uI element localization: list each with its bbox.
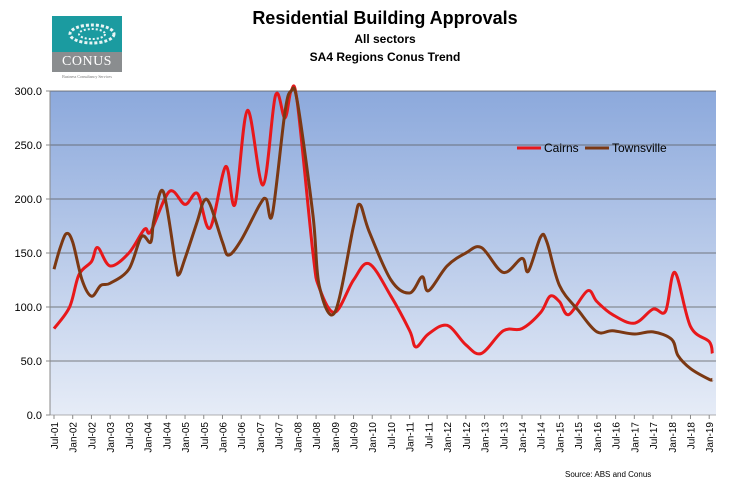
logo-tagline: Business Consultancy Services <box>62 74 112 79</box>
x-tick-label: Jan-04 <box>144 422 155 453</box>
x-tick-label: Jan-05 <box>181 422 192 453</box>
x-tick-label: Jul-07 <box>275 422 286 450</box>
chart-title: Residential Building Approvals <box>252 8 518 28</box>
y-tick-label: 0.0 <box>27 410 42 422</box>
x-tick-label: Jul-10 <box>387 422 398 450</box>
x-tick-label: Jul-18 <box>686 422 697 450</box>
logo-name: CONUS <box>52 52 122 72</box>
y-tick-label: 150.0 <box>14 248 42 260</box>
x-tick-label: Jul-09 <box>350 422 361 450</box>
x-tick-label: Jan-16 <box>593 422 604 453</box>
source-note: Source: ABS and Conus <box>565 470 652 479</box>
x-tick-label: Jul-16 <box>612 422 623 450</box>
x-tick-label: Jan-14 <box>518 422 529 453</box>
x-tick-label: Jul-11 <box>424 422 435 449</box>
y-tick-label: 250.0 <box>14 140 42 152</box>
x-tick-label: Jan-18 <box>668 422 679 453</box>
x-tick-label: Jan-08 <box>293 422 304 453</box>
x-tick-label: Jan-03 <box>106 422 117 453</box>
x-tick-label: Jan-11 <box>406 422 417 452</box>
logo-swirl-icon <box>52 16 122 52</box>
x-tick-label: Jul-13 <box>499 422 510 450</box>
y-tick-label: 50.0 <box>21 356 42 368</box>
x-tick-label: Jan-19 <box>705 422 716 453</box>
x-tick-label: Jul-14 <box>537 422 548 450</box>
series-line-townsville <box>52 86 714 382</box>
x-tick-label: Jan-09 <box>331 422 342 453</box>
x-tick-label: Jul-01 <box>50 422 61 450</box>
y-tick-label: 100.0 <box>14 302 42 314</box>
legend-label-townsville: Townsville <box>612 141 667 155</box>
y-tick-label: 200.0 <box>14 194 42 206</box>
x-tick-label: Jul-06 <box>237 422 248 450</box>
conus-logo: CONUS Business Consultancy Services <box>52 16 122 79</box>
x-tick-label: Jan-07 <box>256 422 267 453</box>
x-tick-label: Jul-05 <box>200 422 211 450</box>
x-tick-label: Jul-08 <box>312 422 323 450</box>
chart-subtitle-2: SA4 Regions Conus Trend <box>309 50 461 64</box>
y-tick-label: 300.0 <box>14 86 42 98</box>
x-tick-label: Jul-04 <box>162 422 173 450</box>
x-tick-label: Jan-12 <box>443 422 454 453</box>
x-tick-label: Jul-02 <box>87 422 98 450</box>
x-tick-label: Jan-10 <box>368 422 379 453</box>
x-tick-label: Jan-13 <box>481 422 492 453</box>
x-tick-label: Jan-15 <box>555 422 566 453</box>
x-tick-label: Jul-15 <box>574 422 585 450</box>
x-tick-label: Jan-02 <box>69 422 80 453</box>
x-tick-label: Jul-17 <box>649 422 660 450</box>
chart-subtitle-1: All sectors <box>354 32 416 46</box>
x-tick-label: Jan-17 <box>630 422 641 453</box>
x-tick-label: Jul-12 <box>462 422 473 450</box>
legend-label-cairns: Cairns <box>544 141 579 155</box>
x-tick-label: Jul-03 <box>125 422 136 450</box>
x-tick-label: Jan-06 <box>218 422 229 453</box>
